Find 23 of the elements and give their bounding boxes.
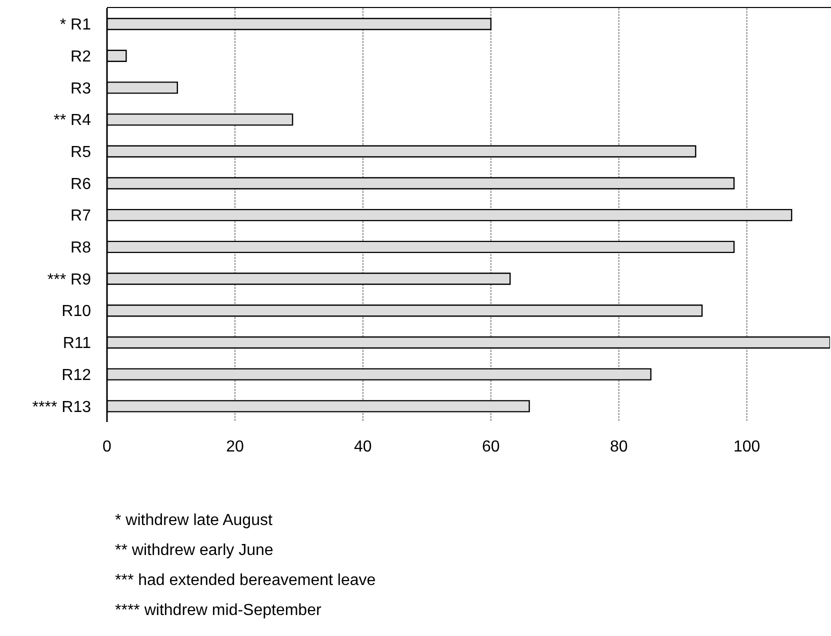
y-tick-label: R6 <box>70 176 92 193</box>
y-tick-label: R11 <box>62 335 92 352</box>
y-tick-label: R10 <box>62 303 92 320</box>
y-tick-label: ** R4 <box>54 112 92 130</box>
y-tick-label: R2 <box>70 48 92 66</box>
x-tick-label: 80 <box>610 438 628 456</box>
x-tick-label: 100 <box>733 438 760 456</box>
x-tick-label: 0 <box>102 438 112 456</box>
y-tick-label: R5 <box>70 144 92 161</box>
text: *** had extended bereavement leave <box>115 571 376 591</box>
x-tick-label: 20 <box>226 438 244 456</box>
y-tick-label: R12 <box>62 366 92 384</box>
y-tick-label: R8 <box>70 240 92 257</box>
y-tick-label: *** R9 <box>47 271 92 288</box>
x-tick-label: 40 <box>354 438 372 456</box>
y-tick-label: * R1 <box>60 16 92 34</box>
y-tick-label: R7 <box>70 208 92 225</box>
text: ** withdrew early June <box>115 541 274 561</box>
text: * withdrew late August <box>115 511 274 531</box>
y-tick-label: **** R13 <box>32 398 92 416</box>
y-tick-label: R3 <box>70 80 92 98</box>
x-tick-label: 60 <box>482 438 500 456</box>
text: **** withdrew mid-September <box>115 601 322 621</box>
